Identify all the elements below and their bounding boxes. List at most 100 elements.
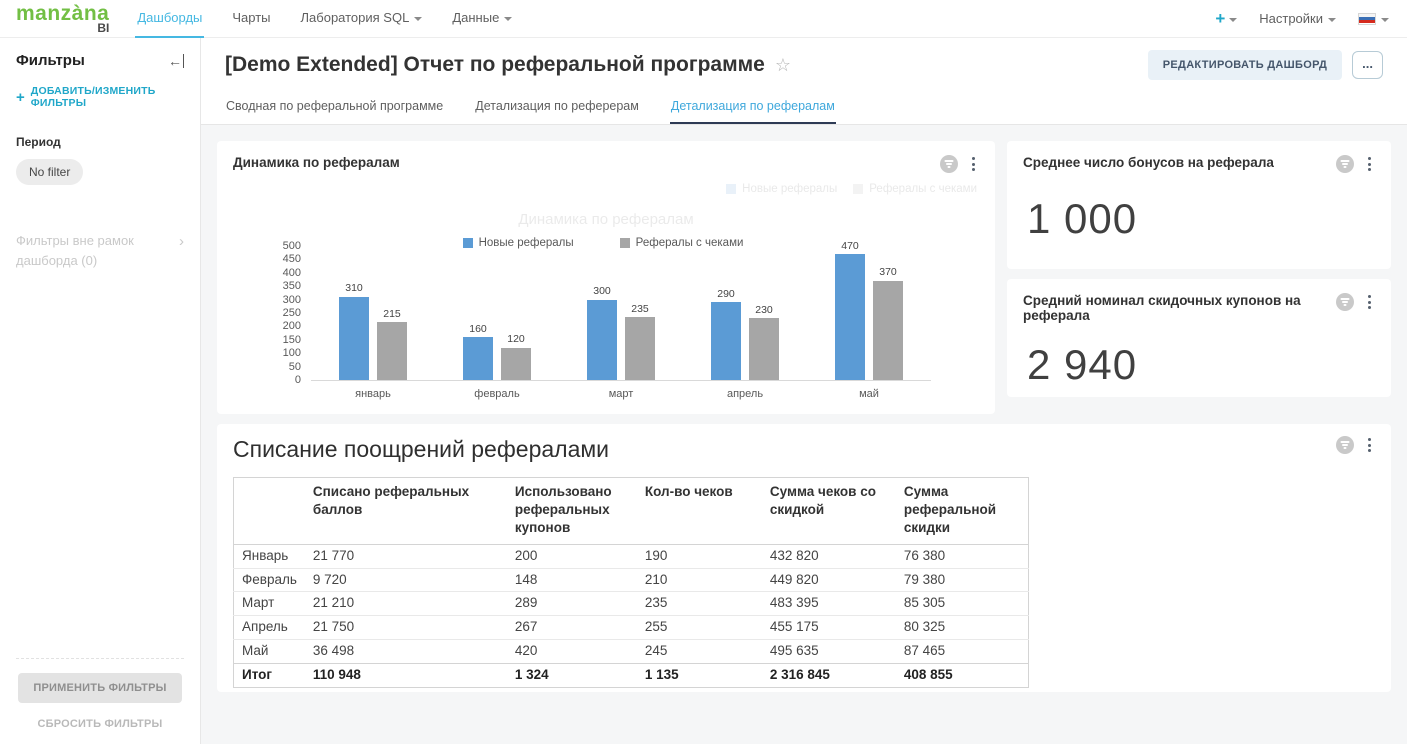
bar-value-label: 470 — [841, 239, 859, 252]
filter-icon[interactable] — [940, 155, 958, 173]
add-new-button[interactable]: + — [1215, 9, 1238, 28]
kpi-title: Средний номинал скидочных купонов на реф… — [1023, 293, 1301, 323]
x-axis-label: май — [859, 388, 879, 400]
nav-item-данные[interactable]: Данные — [450, 0, 514, 38]
table-header-cell: Сумма реферальной скидки — [895, 477, 1029, 545]
logo-brand: manzàna — [16, 2, 110, 25]
nav-item-label: Дашборды — [137, 10, 203, 25]
main-nav: Дашборды Чарты Лаборатория SQL Данные — [135, 0, 540, 38]
plus-icon: + — [1215, 9, 1226, 28]
table-cell: 255 — [636, 615, 762, 640]
kpi-card-avg-coupon: Средний номинал скидочных купонов на реф… — [1007, 279, 1391, 397]
app-logo[interactable]: manzàna BI — [16, 3, 109, 34]
more-options-button[interactable]: ... — [1352, 51, 1383, 79]
bar-value-label: 290 — [717, 287, 735, 300]
favorite-star-icon[interactable]: ☆ — [774, 54, 791, 75]
add-filters-label: ДОБАВИТЬ/ИЗМЕНИТЬ ФИЛЬТРЫ — [30, 85, 156, 109]
filter-icon[interactable] — [1336, 436, 1354, 454]
bar-февраль[interactable] — [463, 337, 493, 380]
table-cell: 210 — [636, 567, 762, 592]
ghost-chart-title: Динамика по рефералам — [518, 211, 694, 228]
table-cell: 36 498 — [304, 639, 507, 664]
ghost-legend: Новые рефералы Рефералы с чеками — [726, 183, 977, 195]
y-tick-label: 150 — [282, 333, 301, 346]
kebab-menu-icon[interactable] — [1364, 437, 1375, 453]
bar-январь[interactable] — [339, 296, 369, 380]
out-of-scope-label: Фильтры вне рамок дашборда (0) — [16, 233, 134, 268]
y-tick-label: 50 — [288, 360, 301, 373]
table-header-row: Списано реферальных баллов Использовано р… — [233, 477, 1029, 545]
period-filter-label: Период — [16, 135, 61, 149]
filter-icon[interactable] — [1336, 293, 1354, 311]
table-cell: Май — [233, 639, 305, 664]
bar-group-апрель: 290 230 — [683, 247, 807, 380]
bar-value-label: 370 — [879, 266, 897, 279]
tab-1[interactable]: Детализация по реферерам — [475, 99, 639, 113]
nav-item-label: Лаборатория SQL — [300, 10, 410, 25]
y-tick-label: 250 — [282, 307, 301, 319]
table-cell: 80 325 — [895, 615, 1029, 640]
table-title: Списание поощрений рефералами — [233, 436, 610, 462]
tab-0[interactable]: Сводная по реферальной программе — [226, 99, 444, 113]
add-edit-filters-button[interactable]: + ДОБАВИТЬ/ИЗМЕНИТЬ ФИЛЬТРЫ — [16, 85, 184, 109]
kpi-title: Среднее число бонусов на реферала — [1023, 155, 1274, 170]
kebab-menu-icon[interactable] — [1364, 156, 1375, 172]
table-row: Май 36 498 420 245 495 635 87 465 — [233, 639, 1029, 664]
kebab-menu-icon[interactable] — [968, 156, 979, 172]
bar-апрель[interactable] — [749, 318, 779, 380]
filter-icon[interactable] — [1336, 155, 1354, 173]
nav-item-чарты[interactable]: Чарты — [230, 0, 272, 38]
table-row: Март 21 210 289 235 483 395 85 305 — [233, 591, 1029, 616]
y-tick-label: 200 — [282, 320, 301, 333]
table-cell: 87 465 — [895, 639, 1029, 664]
table-cell: 190 — [636, 543, 762, 569]
table-header-cell: Сумма чеков со скидкой — [761, 477, 896, 545]
settings-menu[interactable]: Настройки — [1259, 11, 1336, 26]
bar-wrap: 470 — [835, 241, 865, 380]
bar-январь[interactable] — [377, 322, 407, 380]
table-cell: 200 — [506, 543, 637, 569]
x-axis-label: январь — [355, 388, 391, 400]
bar-февраль[interactable] — [501, 347, 531, 380]
chart-title: Динамика по рефералам — [233, 155, 400, 170]
tab-2[interactable]: Детализация по рефералам — [669, 88, 836, 124]
bar-май[interactable] — [835, 254, 865, 380]
table-cell: 21 770 — [304, 543, 507, 569]
x-axis-label: март — [608, 388, 634, 400]
legend-item[interactable]: Рефералы с чеками — [619, 237, 743, 249]
nav-item-дашборды[interactable]: Дашборды — [135, 0, 205, 38]
kpi-value: 2 940 — [1027, 341, 1138, 388]
collapse-sidebar-icon[interactable]: ← — [168, 52, 184, 69]
top-nav: manzàna BI Дашборды Чарты Лаборатория SQL Д… — [0, 0, 1407, 38]
table-cell: Февраль — [233, 567, 305, 592]
kebab-menu-icon[interactable] — [1364, 294, 1375, 310]
table-cell: 449 820 — [761, 567, 896, 592]
y-tick-label: 500 — [282, 240, 301, 252]
reset-filters-button[interactable]: СБРОСИТЬ ФИЛЬТРЫ — [37, 718, 163, 730]
table-cell: 455 175 — [761, 615, 896, 640]
legend-item[interactable]: Новые рефералы — [462, 237, 574, 249]
legend-swatch-icon — [726, 184, 737, 194]
bar-март[interactable] — [625, 317, 655, 380]
nav-item-label: Чарты — [232, 10, 271, 25]
bar-май[interactable] — [873, 280, 903, 380]
apply-filters-button[interactable]: ПРИМЕНИТЬ ФИЛЬТРЫ — [18, 673, 182, 703]
table-cell: 245 — [636, 639, 762, 664]
bar-апрель[interactable] — [711, 302, 741, 380]
language-selector[interactable] — [1358, 12, 1389, 25]
logo-sub: BI — [97, 21, 110, 35]
main-area: [Demo Extended] Отчет по реферальной про… — [201, 38, 1407, 744]
table-cell: 432 820 — [761, 543, 896, 569]
settings-label: Настройки — [1259, 11, 1323, 26]
nav-item-лаборатория-sql[interactable]: Лаборатория SQL — [299, 0, 425, 38]
bar-wrap: 120 — [501, 334, 531, 380]
edit-dashboard-button[interactable]: РЕДАКТИРОВАТЬ ДАШБОРД — [1147, 50, 1343, 80]
filters-title: Фильтры — [16, 52, 85, 69]
out-of-scope-filters[interactable]: Фильтры вне рамок дашборда (0) › — [16, 231, 184, 270]
table-row: Февраль 9 720 148 210 449 820 79 380 — [233, 567, 1029, 592]
table-cell: 21 210 — [304, 591, 507, 616]
table-cell: 9 720 — [304, 567, 507, 592]
table-cell: 267 — [506, 615, 637, 640]
bar-март[interactable] — [587, 299, 617, 380]
period-filter-value[interactable]: No filter — [16, 159, 84, 185]
